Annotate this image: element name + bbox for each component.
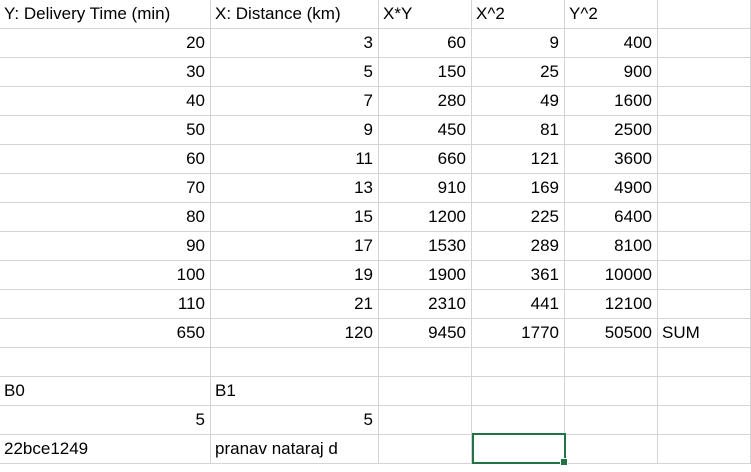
empty-cell[interactable] <box>658 116 751 145</box>
sum-x2[interactable]: 1770 <box>472 319 565 348</box>
empty-cell[interactable] <box>379 377 472 406</box>
cell-y[interactable]: 50 <box>0 116 211 145</box>
cell-x2[interactable]: 25 <box>472 58 565 87</box>
sum-label[interactable]: SUM <box>658 319 751 348</box>
empty-cell[interactable] <box>658 348 751 377</box>
cell-x[interactable]: 13 <box>211 174 379 203</box>
cell-y[interactable]: 60 <box>0 145 211 174</box>
cell-y[interactable]: 100 <box>0 261 211 290</box>
cell-x2[interactable]: 49 <box>472 87 565 116</box>
cell-xy[interactable]: 280 <box>379 87 472 116</box>
b0-label[interactable]: B0 <box>0 377 211 406</box>
cell-xy[interactable]: 1530 <box>379 232 472 261</box>
cell-x[interactable]: 5 <box>211 58 379 87</box>
cell-x[interactable]: 19 <box>211 261 379 290</box>
cell-y2[interactable]: 6400 <box>565 203 658 232</box>
header-x[interactable]: X: Distance (km) <box>211 0 379 29</box>
empty-cell[interactable] <box>658 87 751 116</box>
empty-cell[interactable] <box>658 406 751 435</box>
cell-x[interactable]: 17 <box>211 232 379 261</box>
cell-x2[interactable]: 169 <box>472 174 565 203</box>
sum-xy[interactable]: 9450 <box>379 319 472 348</box>
cell-y2[interactable]: 2500 <box>565 116 658 145</box>
empty-cell[interactable] <box>658 0 751 29</box>
cell-xy[interactable]: 1900 <box>379 261 472 290</box>
cell-y[interactable]: 80 <box>0 203 211 232</box>
cell-x2[interactable]: 9 <box>472 29 565 58</box>
empty-cell[interactable] <box>211 348 379 377</box>
cell-x2[interactable]: 121 <box>472 145 565 174</box>
student-id[interactable]: 22bce1249 <box>0 435 211 464</box>
cell-x[interactable]: 9 <box>211 116 379 145</box>
empty-cell[interactable] <box>0 348 211 377</box>
cell-y[interactable]: 20 <box>0 29 211 58</box>
cell-x[interactable]: 7 <box>211 87 379 116</box>
cell-y[interactable]: 90 <box>0 232 211 261</box>
cell-y[interactable]: 110 <box>0 290 211 319</box>
sum-x[interactable]: 120 <box>211 319 379 348</box>
cell-x[interactable]: 11 <box>211 145 379 174</box>
cell-xy[interactable]: 910 <box>379 174 472 203</box>
cell-xy[interactable]: 2310 <box>379 290 472 319</box>
cell-x[interactable]: 3 <box>211 29 379 58</box>
cell-xy[interactable]: 660 <box>379 145 472 174</box>
header-xy[interactable]: X*Y <box>379 0 472 29</box>
sum-y2[interactable]: 50500 <box>565 319 658 348</box>
cell-y[interactable]: 30 <box>0 58 211 87</box>
empty-cell[interactable] <box>565 406 658 435</box>
sum-y[interactable]: 650 <box>0 319 211 348</box>
active-cell-selection[interactable] <box>472 433 568 466</box>
cell-y[interactable]: 70 <box>0 174 211 203</box>
cell-xy[interactable]: 150 <box>379 58 472 87</box>
empty-cell[interactable] <box>565 348 658 377</box>
empty-cell[interactable] <box>658 377 751 406</box>
empty-cell[interactable] <box>658 58 751 87</box>
empty-cell[interactable] <box>379 348 472 377</box>
cell-xy[interactable]: 60 <box>379 29 472 58</box>
cell-x2[interactable]: 225 <box>472 203 565 232</box>
cell-xy[interactable]: 1200 <box>379 203 472 232</box>
empty-cell[interactable] <box>658 290 751 319</box>
cell-y2[interactable]: 12100 <box>565 290 658 319</box>
cell-y2[interactable]: 4900 <box>565 174 658 203</box>
cell-y2[interactable]: 8100 <box>565 232 658 261</box>
cell-y[interactable]: 40 <box>0 87 211 116</box>
header-y[interactable]: Y: Delivery Time (min) <box>0 0 211 29</box>
empty-cell[interactable] <box>658 261 751 290</box>
cell-y2[interactable]: 3600 <box>565 145 658 174</box>
empty-cell[interactable] <box>379 406 472 435</box>
cell-xy[interactable]: 450 <box>379 116 472 145</box>
b0-value[interactable]: 5 <box>0 406 211 435</box>
cell-x2[interactable]: 441 <box>472 290 565 319</box>
empty-cell[interactable] <box>658 29 751 58</box>
cell-y2[interactable]: 400 <box>565 29 658 58</box>
empty-cell[interactable] <box>658 435 751 464</box>
cell-y2[interactable]: 900 <box>565 58 658 87</box>
header-x2[interactable]: X^2 <box>472 0 565 29</box>
cell-x2[interactable]: 289 <box>472 232 565 261</box>
empty-cell[interactable] <box>658 232 751 261</box>
cell-x[interactable]: 15 <box>211 203 379 232</box>
cell-y2[interactable]: 1600 <box>565 87 658 116</box>
empty-cell[interactable] <box>658 174 751 203</box>
empty-cell[interactable] <box>379 435 472 464</box>
empty-cell[interactable] <box>658 145 751 174</box>
cell-x[interactable]: 21 <box>211 290 379 319</box>
header-y2[interactable]: Y^2 <box>565 0 658 29</box>
empty-cell[interactable] <box>565 435 658 464</box>
b1-label[interactable]: B1 <box>211 377 379 406</box>
cell-x2[interactable]: 81 <box>472 116 565 145</box>
empty-cell[interactable] <box>565 377 658 406</box>
cell-y2[interactable]: 10000 <box>565 261 658 290</box>
fill-handle[interactable] <box>560 458 568 466</box>
empty-cell[interactable] <box>472 377 565 406</box>
empty-cell[interactable] <box>472 348 565 377</box>
empty-cell[interactable] <box>658 203 751 232</box>
student-name[interactable]: pranav nataraj d <box>211 435 379 464</box>
empty-cell[interactable] <box>472 406 565 435</box>
cell-x2[interactable]: 361 <box>472 261 565 290</box>
b1-value[interactable]: 5 <box>211 406 379 435</box>
